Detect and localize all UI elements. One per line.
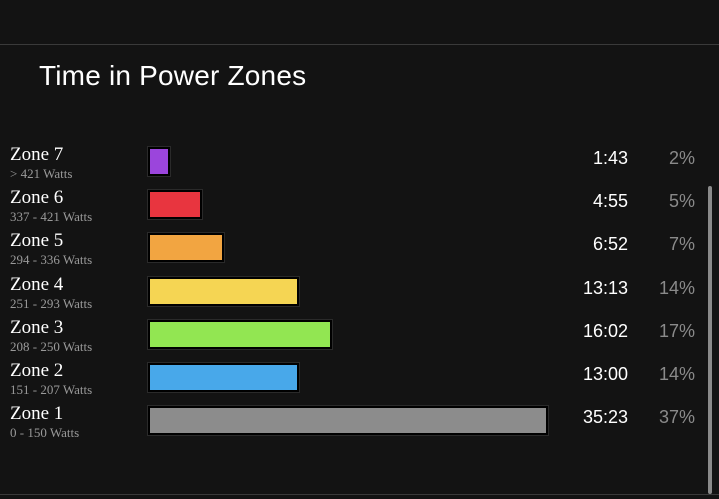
zone-bar [148, 276, 299, 306]
zone-time: 1:43 [592, 148, 628, 168]
zone-range: > 421 Watts [10, 166, 73, 181]
top-divider [0, 44, 719, 45]
zone-bar [148, 190, 202, 220]
zone-percent: 17% [658, 320, 695, 341]
zone-name: Zone 4 [10, 273, 64, 295]
zone-percent: 14% [658, 364, 695, 384]
zone-row: Zone 7 > 421 Watts 1:43 2% [0, 144, 719, 187]
zone-range: 294 - 336 Watts [10, 252, 93, 268]
zone-range: 151 - 207 Watts [10, 382, 93, 397]
zone-name: Zone 7 [10, 144, 64, 165]
zone-percent: 14% [658, 277, 695, 298]
zone-row: Zone 2 151 - 207 Watts 13:00 14% [0, 360, 719, 403]
zone-row: Zone 1 0 - 150 Watts 35:23 37% [0, 403, 719, 446]
zone-bar [148, 363, 299, 392]
zone-time: 4:55 [592, 191, 628, 212]
zone-bar [148, 147, 170, 176]
zone-row: Zone 4 251 - 293 Watts 13:13 14% [0, 274, 719, 317]
zone-bar [148, 233, 224, 263]
zone-row: Zone 5 294 - 336 Watts 6:52 7% [0, 230, 719, 273]
vertical-scrollbar[interactable] [708, 186, 712, 494]
page-title: Time in Power Zones [39, 60, 307, 91]
zone-range: 0 - 150 Watts [10, 425, 80, 441]
zone-row: Zone 3 208 - 250 Watts 16:02 17% [0, 317, 719, 360]
zone-time: 13:00 [582, 364, 628, 384]
zone-percent: 37% [658, 407, 695, 428]
zone-range: 337 - 421 Watts [10, 209, 93, 225]
bottom-divider [0, 494, 719, 495]
zone-name: Zone 6 [10, 187, 64, 209]
zone-row: Zone 6 337 - 421 Watts 4:55 5% [0, 187, 719, 230]
zone-time: 13:13 [582, 277, 628, 298]
zone-percent: 2% [668, 148, 695, 168]
zone-time: 35:23 [582, 407, 628, 428]
zone-name: Zone 2 [10, 360, 64, 381]
zone-name: Zone 1 [10, 403, 64, 425]
zone-range: 208 - 250 Watts [10, 338, 93, 354]
zone-name: Zone 3 [10, 316, 64, 338]
zone-percent: 5% [668, 191, 695, 212]
zone-bar [148, 319, 332, 349]
zone-time: 6:52 [592, 234, 628, 255]
zone-bar [148, 406, 548, 436]
zone-time: 16:02 [582, 320, 628, 341]
zone-range: 251 - 293 Watts [10, 295, 93, 311]
zone-name: Zone 5 [10, 230, 64, 252]
zone-percent: 7% [668, 234, 695, 255]
